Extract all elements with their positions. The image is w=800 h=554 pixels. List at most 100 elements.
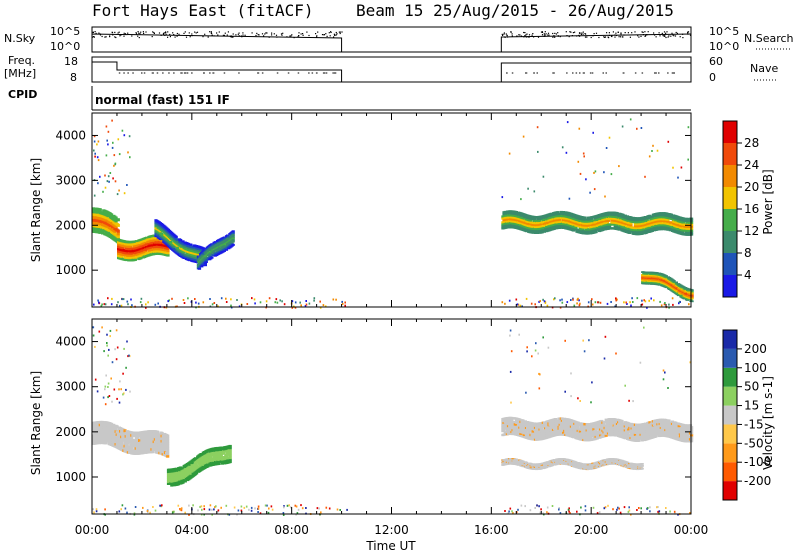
nsky-point	[104, 36, 106, 38]
nsky-point	[620, 33, 622, 35]
scatter-point	[236, 299, 238, 301]
nsky-point	[138, 37, 140, 39]
nsky-point	[298, 32, 300, 34]
scatter-point	[299, 301, 301, 304]
nave-point	[118, 72, 121, 74]
heatmap-cell	[539, 430, 543, 433]
heatmap-cell	[524, 434, 529, 437]
nave-point	[162, 72, 164, 74]
heatmap-cell	[120, 445, 124, 449]
heatmap-cell	[106, 431, 110, 435]
scatter-point	[536, 126, 539, 129]
scatter-point	[194, 298, 196, 300]
heatmap-cell	[509, 424, 513, 428]
scatter-point	[111, 119, 113, 122]
nsky-point	[151, 36, 153, 38]
nsky-point	[634, 31, 636, 33]
heatmap-cell	[510, 416, 514, 420]
heatmap-cell	[659, 225, 663, 229]
nsky-point	[541, 34, 544, 36]
nave-point	[506, 72, 508, 74]
nsky-point	[662, 35, 664, 37]
nsky-point	[586, 36, 588, 38]
heatmap-cell	[92, 212, 96, 216]
nsky-point	[137, 35, 139, 37]
scatter-point	[103, 303, 106, 306]
heatmap-cell	[127, 451, 132, 454]
nave-point	[156, 72, 159, 74]
heatmap-cell	[205, 451, 209, 455]
heatmap-cell	[659, 275, 663, 278]
heatmap-cell	[536, 231, 540, 234]
nsky-point	[568, 36, 570, 38]
scatter-point	[579, 172, 582, 175]
nsky-point	[124, 33, 127, 35]
scatter-point	[570, 299, 572, 301]
heatmap-cell	[585, 226, 589, 229]
heatmap-cell	[572, 215, 576, 218]
scatter-point	[118, 189, 120, 192]
heatmap-cell	[166, 452, 170, 456]
heatmap-cell	[133, 439, 137, 443]
scatter-point	[220, 297, 223, 300]
heatmap-cell	[684, 217, 688, 220]
heatmap-cell	[593, 227, 597, 230]
scatter-point	[561, 146, 564, 149]
nsky-point	[606, 32, 608, 34]
heatmap-cell	[209, 458, 213, 461]
power-colorbar-swatch	[723, 121, 737, 143]
heatmap-cell	[690, 229, 694, 232]
nsky-point	[231, 36, 233, 38]
heatmap-cell	[166, 439, 170, 443]
heatmap-cell	[506, 430, 511, 434]
heatmap-cell	[657, 282, 662, 285]
scatter-point	[593, 188, 596, 191]
scatter-point	[254, 302, 256, 305]
heatmap-cell	[138, 243, 142, 247]
heatmap-cell	[228, 448, 232, 452]
heatmap-cell	[175, 469, 180, 472]
heatmap-cell	[228, 454, 232, 458]
scatter-point	[209, 298, 211, 300]
scatter-point	[128, 135, 131, 138]
scatter-point	[281, 300, 283, 303]
nsky-point	[607, 36, 609, 38]
nsky-point	[123, 35, 125, 37]
heatmap-cell	[556, 419, 560, 422]
scatter-point	[672, 303, 674, 306]
heatmap-cell	[508, 418, 512, 422]
heatmap-cell	[542, 423, 547, 426]
scatter-point	[610, 173, 613, 176]
heatmap-cell	[103, 438, 107, 442]
nsky-point	[676, 32, 678, 34]
nsky-point	[178, 33, 180, 35]
nave-point	[552, 72, 554, 74]
nave-point	[151, 72, 154, 74]
heatmap-cell	[95, 441, 99, 445]
heatmap-cell	[119, 250, 123, 254]
heatmap-cell	[548, 423, 552, 426]
heatmap-cell	[503, 212, 507, 216]
nsky-point	[238, 35, 240, 37]
nsky-point	[647, 31, 649, 33]
heatmap-cell	[154, 225, 158, 228]
scatter-point	[615, 297, 617, 300]
heatmap-cell	[206, 463, 210, 466]
nave-point	[180, 72, 182, 74]
heatmap-cell	[514, 211, 518, 214]
heatmap-cell	[533, 231, 538, 234]
scatter-point	[594, 170, 597, 173]
heatmap-cell	[627, 219, 631, 222]
heatmap-cell	[188, 253, 192, 256]
heatmap-cell	[545, 218, 549, 221]
nave-point	[623, 72, 625, 74]
scatter-point	[621, 125, 624, 128]
nave-point	[323, 72, 325, 74]
power-colorbar-swatch	[723, 143, 737, 165]
scatter-point	[559, 306, 562, 309]
heatmap-cell	[148, 251, 152, 254]
heatmap-cell	[231, 240, 235, 243]
nsky-point	[123, 32, 125, 34]
heatmap-cell	[633, 217, 637, 220]
scatter-point	[104, 186, 107, 189]
